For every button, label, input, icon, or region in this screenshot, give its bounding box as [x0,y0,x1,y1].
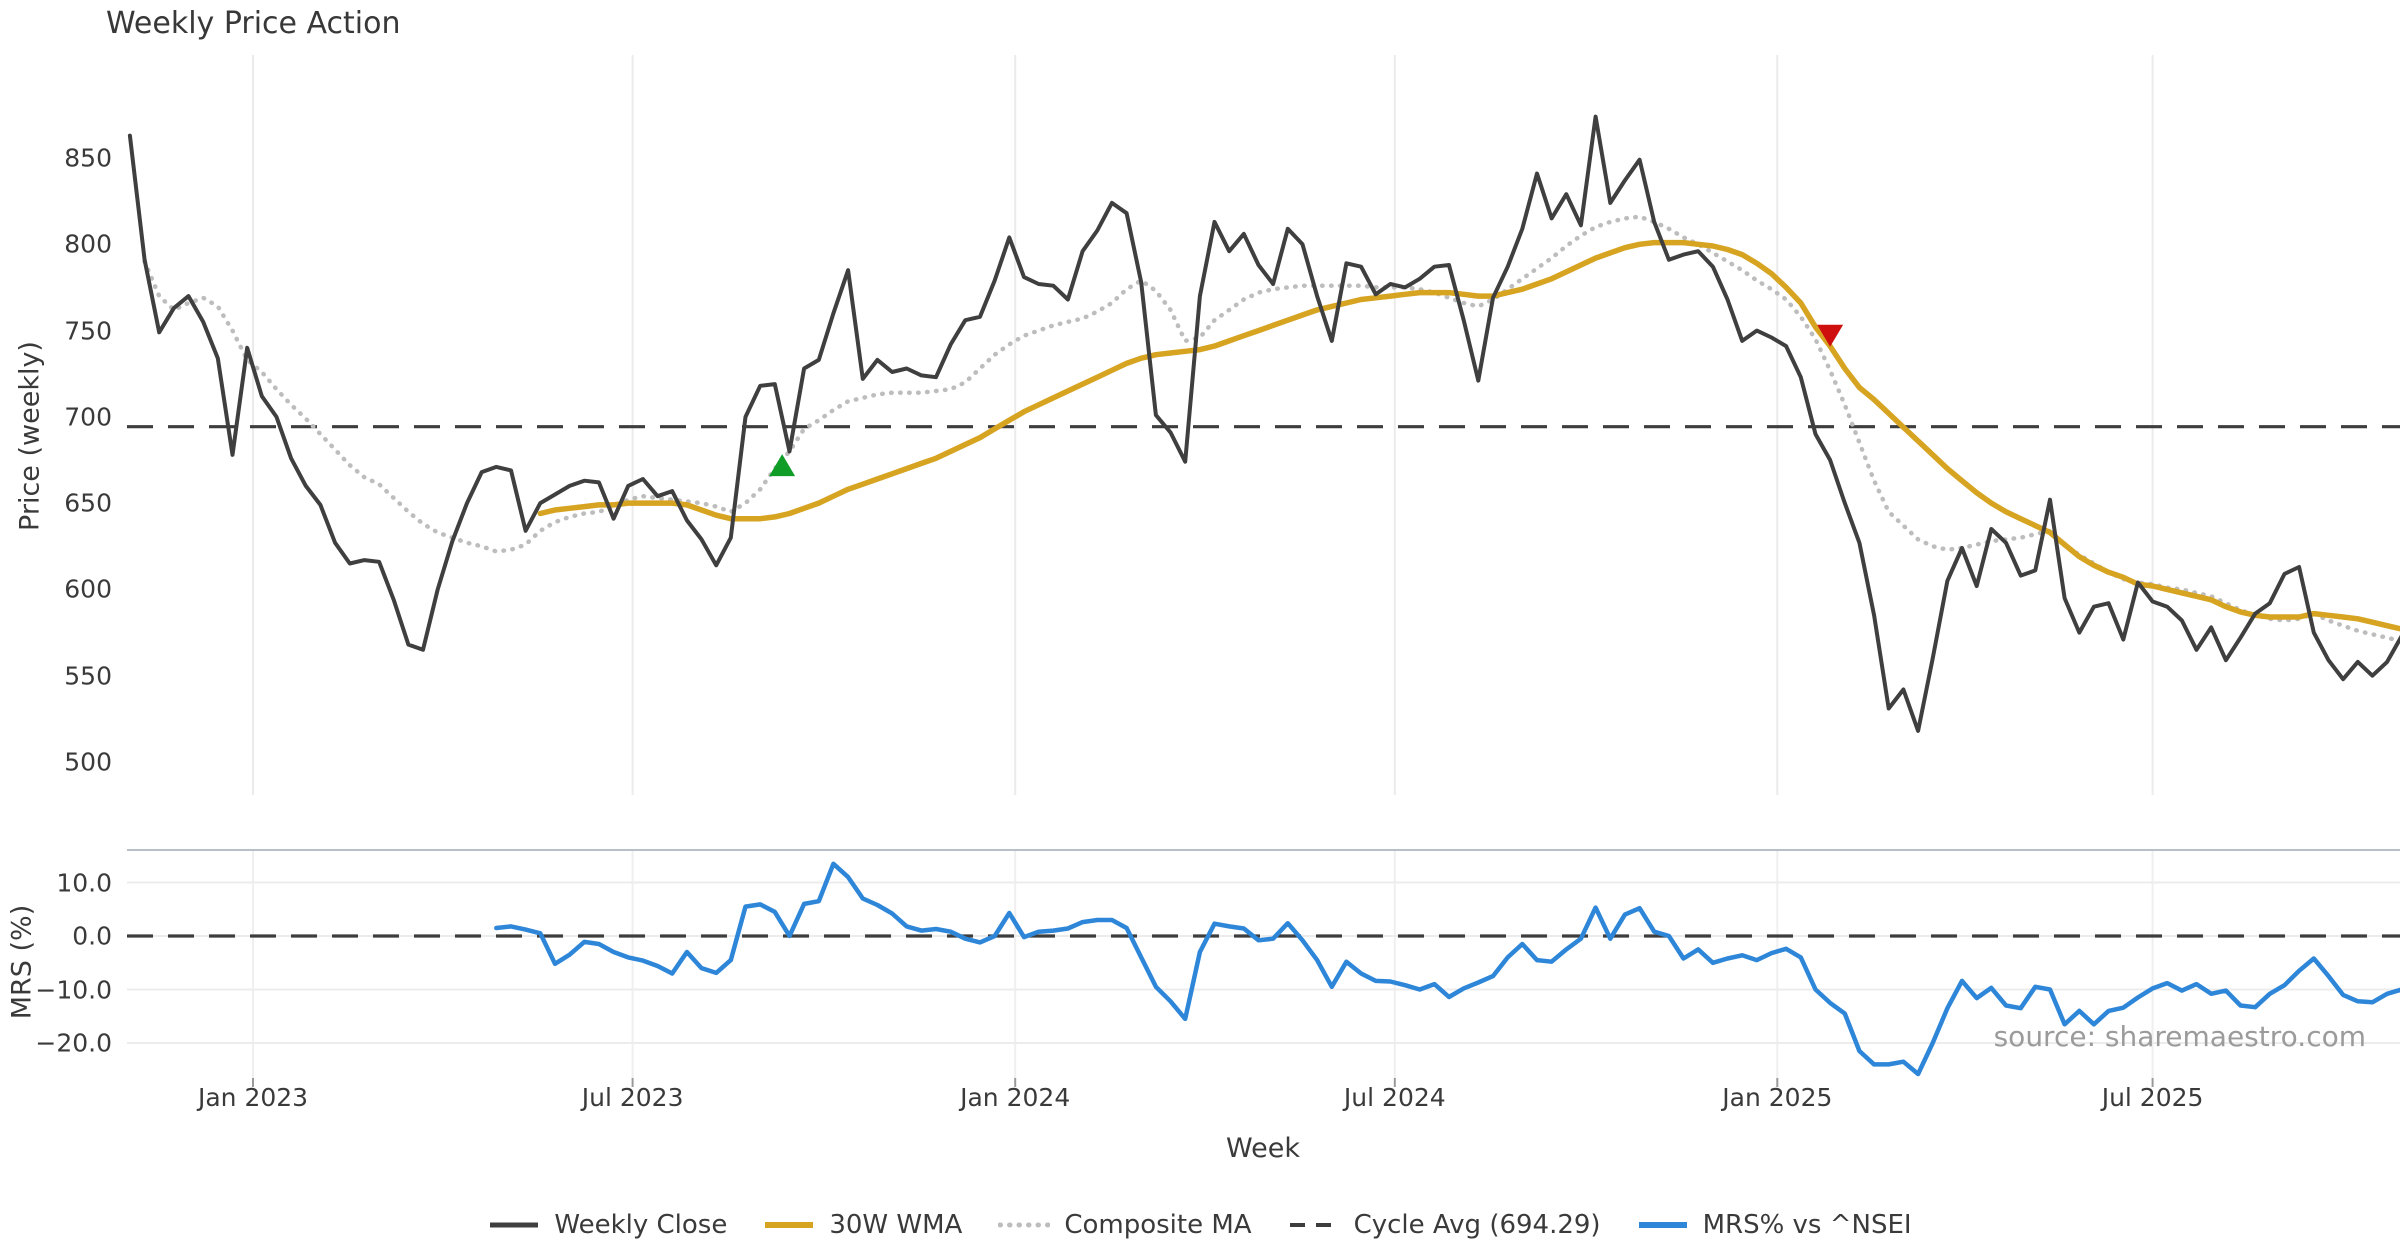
buy-signal-marker [769,454,796,477]
legend-item-mrs: MRS% vs ^NSEI [1637,1210,1912,1240]
x-tick-jan-2025: Jan 2025 [1722,1083,1833,1112]
x-tick-jul-2024: Jul 2024 [1343,1083,1446,1112]
mrs-line-icon [1638,1222,1687,1228]
x-axis-title: Week [1226,1133,1300,1164]
price-tick-600: 600 [64,574,112,604]
price-tick-850: 850 [64,143,112,173]
x-tick-jul-2025: Jul 2025 [2101,1083,2204,1112]
legend-label: Composite MA [1064,1210,1252,1240]
legend: Weekly Close 30W WMA Composite MA Cycle … [0,1210,2400,1240]
price-tick-650: 650 [64,488,112,518]
wma-line-icon [765,1222,814,1228]
cycle-avg-dashed-line-icon [1289,1223,1338,1227]
sell-signal-marker [1817,324,1844,347]
price-tick-550: 550 [64,661,112,691]
price-tick-500: 500 [64,747,112,777]
legend-item-30w-wma: 30W WMA [763,1210,962,1240]
legend-item-weekly-close: Weekly Close [488,1210,727,1240]
legend-label: MRS% vs ^NSEI [1702,1210,1912,1240]
wma-30w-line [537,239,2400,632]
price-tick-750: 750 [64,316,112,346]
x-tick-jan-2023: Jan 2023 [197,1083,309,1112]
legend-label: Cycle Avg (694.29) [1353,1210,1601,1240]
chart-title: Weekly Price Action [106,6,401,41]
mrs-tick--20: −20.0 [35,1028,112,1058]
price-tick-700: 700 [64,402,112,432]
composite-ma-line [142,214,2400,644]
mrs-tick--10: −10.0 [35,975,112,1004]
x-tick-jan-2024: Jan 2024 [960,1083,1071,1112]
source-attribution: source: sharemaestro.com [1993,1020,2366,1053]
legend-item-composite-ma: Composite MA [998,1210,1252,1240]
legend-label: 30W WMA [829,1210,963,1240]
mrs-line [494,861,2400,1077]
weekly-close-line [127,114,2400,733]
composite-ma-dotted-line-icon [998,1222,1051,1228]
x-tick-jul-2023: Jul 2023 [581,1083,684,1112]
mrs-tick-10: 10.0 [56,868,112,897]
price-tick-800: 800 [64,229,112,259]
mrs-tick-0: 0.0 [72,921,112,951]
weekly-close-line-icon [490,1222,539,1228]
legend-label: Weekly Close [554,1210,728,1240]
legend-item-cycle-avg: Cycle Avg (694.29) [1288,1210,1601,1240]
